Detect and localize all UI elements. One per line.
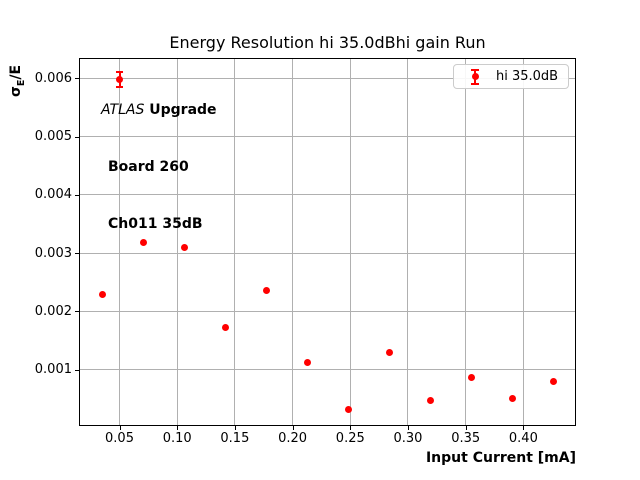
- gridline-horizontal: [79, 310, 576, 312]
- x-tick-mark: [350, 426, 352, 430]
- gridline-horizontal: [79, 77, 576, 79]
- annotation-line-3: Ch011 35dB: [108, 216, 203, 232]
- y-tick-label: 0.002: [34, 303, 72, 319]
- x-tick-label: 0.20: [278, 431, 308, 446]
- gridline-horizontal: [79, 369, 576, 371]
- y-tick-mark: [75, 253, 79, 255]
- gridline-horizontal: [79, 136, 576, 138]
- x-tick-label: 0.35: [451, 431, 481, 446]
- x-tick-mark: [119, 426, 121, 430]
- gridline-vertical: [292, 58, 294, 426]
- annotation-line-1: ATLAS Upgrade: [101, 101, 217, 120]
- y-tick-label: 0.006: [34, 70, 72, 86]
- x-tick-mark: [292, 426, 294, 430]
- error-bar-cap-bottom: [116, 86, 123, 89]
- y-tick-label: 0.003: [34, 245, 72, 261]
- annotation-line-2: Board 260: [108, 159, 189, 175]
- x-tick-label: 0.40: [508, 431, 538, 446]
- x-tick-label: 0.10: [162, 431, 192, 446]
- x-tick-label: 0.15: [220, 431, 250, 446]
- errorbar-marker-icon: [463, 68, 487, 86]
- x-tick-label: 0.05: [105, 431, 134, 446]
- x-tick-mark: [177, 426, 179, 430]
- data-point: [304, 359, 312, 367]
- data-point: [467, 374, 475, 382]
- annotation-upgrade: Upgrade: [144, 102, 217, 118]
- legend-label: hi 35.0dB: [496, 69, 559, 84]
- gridline-vertical: [234, 58, 236, 426]
- legend-box: hi 35.0dB: [453, 64, 569, 89]
- data-point: [549, 378, 557, 386]
- error-bar-cap-top: [116, 70, 123, 73]
- y-tick-label: 0.005: [34, 129, 72, 145]
- errorbar-cap-top: [471, 68, 479, 71]
- plot-area: [79, 58, 576, 426]
- data-point: [345, 405, 353, 413]
- gridline-vertical: [465, 58, 467, 426]
- data-point: [263, 287, 271, 295]
- y-tick-mark: [75, 311, 79, 313]
- data-point: [222, 323, 230, 331]
- y-tick-mark: [75, 194, 79, 196]
- gridline-horizontal: [79, 252, 576, 254]
- annotation-block: ATLAS Upgrade Board 260 Ch011 35dB: [101, 63, 217, 272]
- y-tick-mark: [75, 78, 79, 80]
- gridline-vertical: [176, 58, 178, 426]
- data-point: [426, 396, 434, 404]
- data-point: [181, 243, 189, 251]
- gridline-vertical: [119, 58, 120, 426]
- gridline-vertical: [349, 58, 351, 426]
- x-tick-mark: [523, 426, 525, 430]
- gridline-horizontal: [79, 194, 576, 196]
- data-point: [116, 76, 123, 84]
- annotation-atlas: ATLAS: [101, 102, 145, 118]
- x-tick-mark: [234, 426, 236, 430]
- data-point: [99, 291, 107, 299]
- x-tick-label: 0.25: [335, 431, 365, 446]
- y-tick-label: 0.004: [34, 187, 72, 203]
- y-tick-mark: [75, 136, 79, 138]
- y-axis-label-sigma: σ: [8, 86, 24, 97]
- data-point: [508, 395, 516, 403]
- x-axis-label: Input Current [mA]: [425, 450, 576, 466]
- chart-title: Energy Resolution hi 35.0dBhi gain Run: [169, 33, 486, 52]
- gridline-vertical: [522, 58, 524, 426]
- errorbar-dot: [471, 73, 479, 80]
- y-tick-mark: [75, 369, 79, 371]
- y-tick-label: 0.001: [34, 362, 72, 378]
- gridline-vertical: [407, 58, 409, 426]
- x-tick-label: 0.30: [393, 431, 423, 446]
- x-tick-mark: [465, 426, 467, 430]
- errorbar-cap-bottom: [471, 82, 479, 85]
- data-point: [386, 348, 394, 356]
- data-point: [140, 239, 148, 247]
- x-tick-mark: [407, 426, 409, 430]
